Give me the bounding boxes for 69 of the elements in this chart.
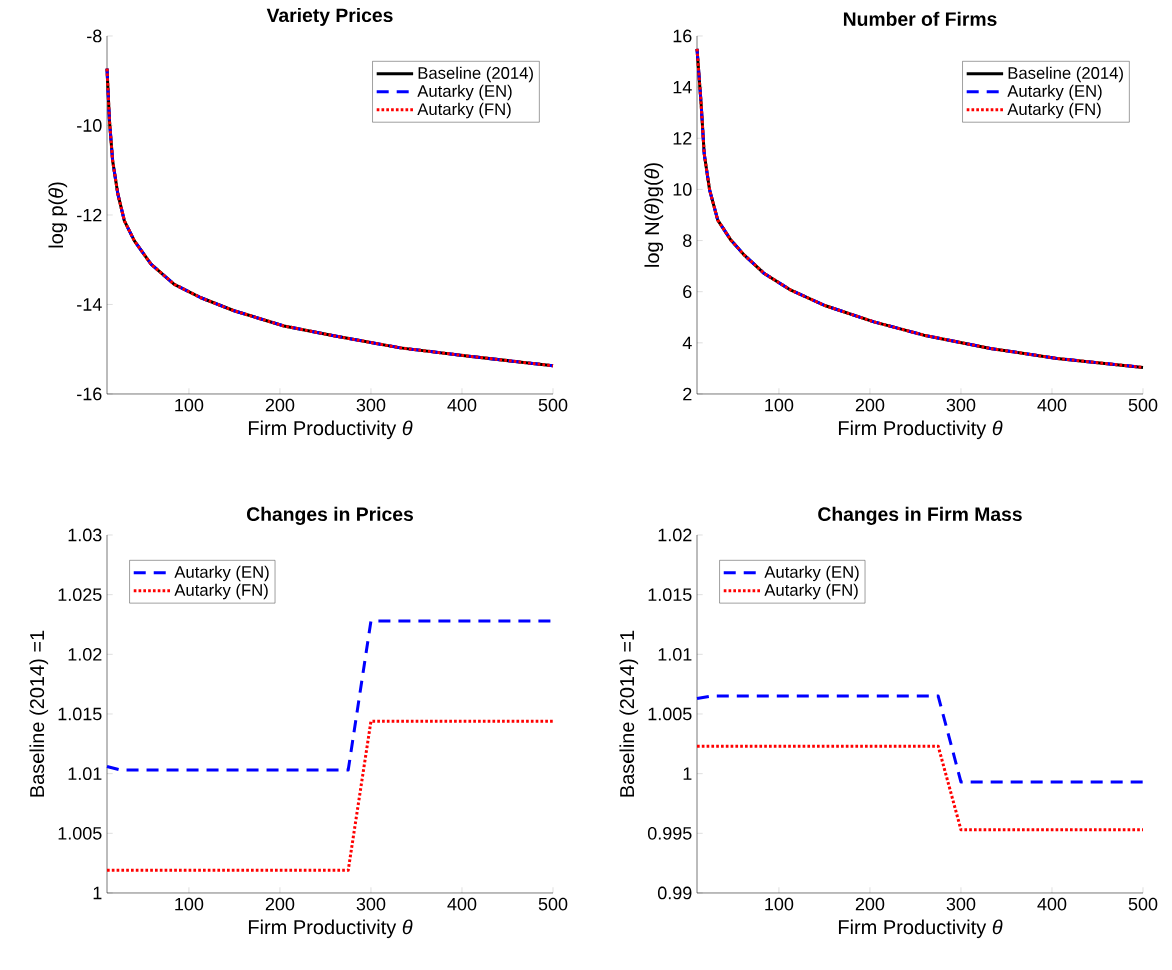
y-tick-label: 6: [683, 285, 692, 299]
y-tick-label: 1: [683, 767, 692, 780]
x-axis-title: Firm Productivity θ: [838, 420, 1003, 440]
x-tick-label: 200: [265, 398, 295, 412]
y-axis-title: Baseline (2014) =1: [619, 630, 639, 797]
x-tick-label: 200: [855, 398, 885, 412]
x-tick-label: 200: [265, 897, 295, 911]
x-tick-label: 400: [1037, 398, 1067, 412]
x-axis-title: Firm Productivity θ: [248, 420, 413, 440]
x-tick-label: 500: [1128, 398, 1158, 412]
x-tick-label: 500: [1128, 897, 1158, 911]
y-tick-label: 4: [682, 336, 692, 350]
y-tick-label: 14: [673, 80, 692, 94]
y-tick-label: -16: [77, 387, 102, 401]
y-tick-label: 8: [683, 234, 692, 247]
y-axis-title: log N(θ)g(θ): [644, 163, 664, 267]
legend-label: Autarky (EN): [764, 565, 859, 582]
x-tick-label: 100: [765, 398, 794, 412]
y-tick-label: -14: [77, 298, 102, 311]
legend-label: Autarky (FN): [417, 102, 511, 119]
y-tick-label: 12: [673, 131, 692, 145]
y-tick-label: 1.015: [648, 588, 692, 602]
y-tick-label: 1.005: [58, 826, 102, 840]
x-axis-title: Firm Productivity θ: [838, 919, 1003, 939]
legend-label: Baseline (2014): [418, 66, 533, 83]
y-tick-label: -10: [77, 119, 102, 132]
x-tick-label: 400: [1037, 897, 1067, 911]
y-tick-label: 1.025: [58, 588, 102, 602]
y-tick-label: 1.005: [648, 707, 692, 721]
x-axis-title: Firm Productivity θ: [248, 919, 413, 939]
y-tick-label: 10: [673, 183, 692, 196]
y-tick-label: -12: [77, 208, 102, 222]
legend-label: Autarky (FN): [1007, 102, 1101, 119]
chart-title: Changes in Prices: [246, 506, 414, 525]
legend-label: Autarky (FN): [764, 583, 858, 600]
x-tick-label: 300: [946, 398, 976, 412]
legend-label: Baseline (2014): [1008, 66, 1123, 83]
y-axis-title: log p(θ): [48, 182, 68, 248]
y-tick-label: -8: [87, 29, 102, 43]
y-tick-label: 1: [93, 886, 102, 900]
y-tick-label: 16: [673, 29, 692, 43]
y-tick-label: 1.02: [658, 528, 692, 542]
x-tick-label: 100: [175, 897, 204, 911]
x-tick-label: 300: [356, 897, 386, 911]
x-tick-label: 400: [447, 897, 477, 911]
y-axis-title: Baseline (2014) =1: [29, 630, 49, 797]
legend-label: Autarky (EN): [417, 84, 512, 101]
legend-label: Autarky (EN): [1007, 84, 1102, 101]
x-tick-label: 100: [175, 398, 204, 412]
y-tick-label: 1.02: [68, 647, 102, 661]
x-tick-label: 300: [946, 897, 976, 911]
y-tick-label: 1.03: [68, 528, 102, 542]
y-tick-label: 0.995: [647, 826, 692, 840]
y-tick-label: 1.01: [68, 767, 102, 781]
chart-title: Changes in Firm Mass: [818, 506, 1022, 525]
y-tick-label: 1.015: [58, 707, 102, 721]
x-tick-label: 500: [538, 897, 568, 911]
x-tick-label: 500: [538, 398, 568, 412]
y-tick-label: 2: [683, 387, 692, 401]
y-tick-label: 0.99: [657, 886, 692, 900]
x-tick-label: 200: [855, 897, 885, 911]
chart-title: Number of Firms: [843, 11, 997, 26]
x-tick-label: 300: [356, 398, 386, 412]
legend-label: Autarky (FN): [174, 583, 268, 600]
y-tick-label: 1.01: [658, 647, 692, 661]
chart-title: Variety Prices: [266, 7, 393, 26]
legend-label: Autarky (EN): [174, 565, 269, 582]
x-tick-label: 100: [765, 897, 794, 911]
x-tick-label: 400: [447, 398, 477, 412]
